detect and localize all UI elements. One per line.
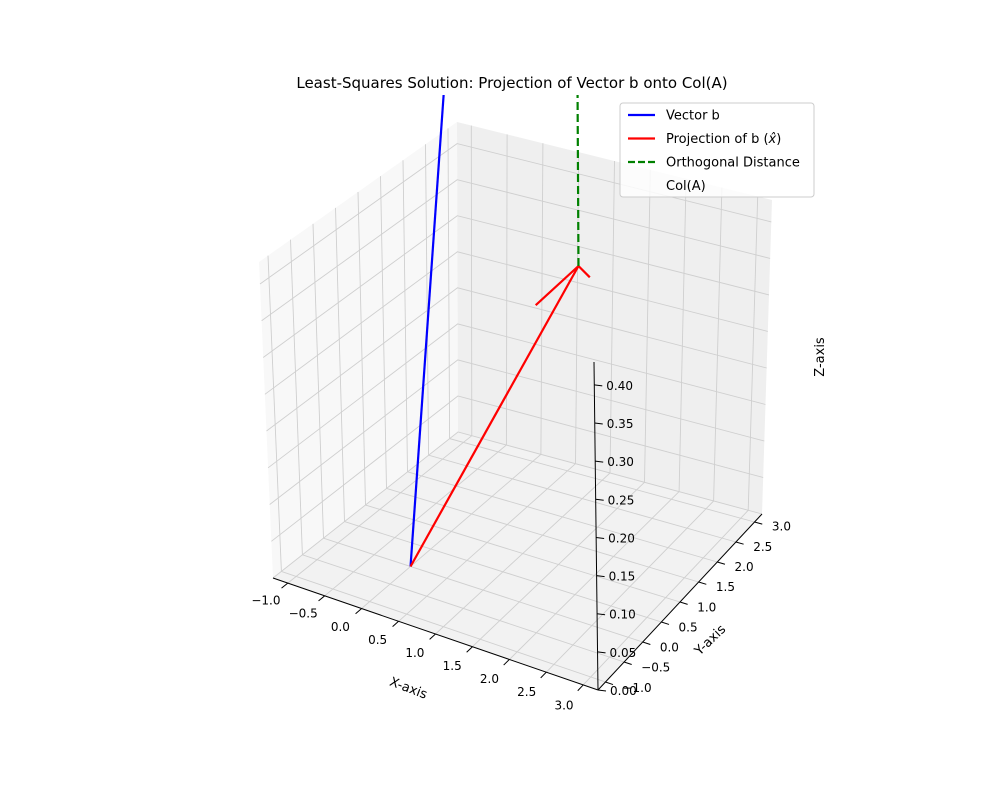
chart-title: Least-Squares Solution: Projection of Ve… <box>296 74 727 92</box>
y-tick-mark <box>642 641 651 645</box>
data-series <box>409 95 591 568</box>
y-tick-label: 1.5 <box>716 580 735 594</box>
x-tick-mark <box>466 646 473 653</box>
z-axis-line <box>593 361 599 691</box>
z-tick-label: 0.35 <box>607 417 634 431</box>
legend-entry-suffix: ) <box>776 132 781 147</box>
y-tick-mark <box>623 661 632 666</box>
legend-items: Vector b Projection of b (x̂) Orthogonal D… <box>628 109 800 194</box>
y-tick-label: 0.5 <box>679 620 698 634</box>
x-tick-label: 1.5 <box>443 659 462 673</box>
x-tick-label: 2.0 <box>480 672 499 686</box>
y-tick-label: 0.0 <box>660 641 679 655</box>
y-tick-label: 2.5 <box>753 540 772 554</box>
grid-lines <box>259 125 772 686</box>
z-tick-label: 0.05 <box>610 646 637 660</box>
legend: Vector b Projection of b (x̂) Orthogonal D… <box>619 102 815 198</box>
z-gridline <box>267 323 766 469</box>
x-tick-label: 1.0 <box>405 646 424 660</box>
x-tick-label: 2.5 <box>517 685 536 699</box>
y-tick-mark <box>698 581 707 585</box>
x-tick-label: 0.0 <box>331 620 350 634</box>
back-pane <box>457 122 772 514</box>
axis-panes <box>259 122 772 690</box>
series-line <box>409 265 580 568</box>
z-tick-mark <box>596 575 605 578</box>
z-tick-mark <box>595 460 604 463</box>
x-tick-label: −1.0 <box>251 594 280 608</box>
z-tick-label: 0.25 <box>608 493 635 507</box>
x-tick-mark <box>281 582 289 589</box>
z-gridline <box>269 359 765 505</box>
y-tick-mark <box>605 681 614 686</box>
z-axis-label: Z-axis <box>813 337 828 377</box>
x-tick-mark <box>318 595 326 602</box>
projection-arrow-head <box>534 264 591 307</box>
legend-frame <box>619 102 815 198</box>
z-tick-label: 0.10 <box>609 608 636 622</box>
z-gridline <box>266 287 767 432</box>
z-gridline <box>272 431 763 579</box>
z-gridline <box>271 395 764 542</box>
x-tick-mark <box>392 620 399 627</box>
z-gridline <box>262 215 770 358</box>
x-axis-label: X-axis <box>387 675 429 703</box>
legend-entry-label: Orthogonal Distance <box>666 156 800 171</box>
x-tick-label: −0.5 <box>289 607 318 621</box>
legend-entry-label: Col(A) <box>666 179 706 194</box>
z-tick-label: 0.40 <box>606 379 633 393</box>
z-tick-label: 0.15 <box>609 570 636 584</box>
z-tick-mark <box>597 689 607 692</box>
z-tick-label: 0.20 <box>608 531 635 545</box>
y-tick-mark <box>717 561 726 565</box>
y-tick-mark <box>754 521 763 525</box>
z-tick-mark <box>594 384 603 387</box>
left-pane <box>259 122 458 578</box>
x-tick-mark <box>577 684 584 692</box>
z-tick-label: 0.30 <box>607 455 634 469</box>
z-gridline <box>264 251 768 395</box>
y-tick-label: −1.0 <box>622 681 651 695</box>
y-tick-label: 2.0 <box>735 560 754 574</box>
y-tick-label: −0.5 <box>641 661 670 675</box>
z-tick-mark <box>594 422 603 425</box>
z-tick-mark <box>597 651 606 654</box>
tick-labels: −1.0−0.50.00.51.01.52.02.53.0−1.0−0.50.0… <box>251 379 791 712</box>
x-tick-label: 3.0 <box>554 698 573 712</box>
z-tick-mark <box>596 536 605 539</box>
x-tick-mark <box>503 659 510 666</box>
y-tick-mark <box>661 621 670 625</box>
y-tick-label: 3.0 <box>772 520 791 534</box>
series-line <box>409 95 445 567</box>
z-gridline <box>261 179 771 322</box>
y-tick-label: 1.0 <box>697 600 716 614</box>
z-tick-mark <box>595 498 604 501</box>
legend-entry-math: x̂ <box>768 132 777 147</box>
x-tick-mark <box>429 633 436 640</box>
y-tick-mark <box>735 541 744 545</box>
y-tick-mark <box>679 601 688 605</box>
legend-entry-label: Projection of b (x̂) <box>666 132 781 147</box>
x-tick-mark <box>540 671 547 679</box>
legend-entry-label: Vector b <box>666 109 720 124</box>
x-tick-mark <box>355 608 362 615</box>
z-tick-mark <box>597 613 606 616</box>
z-tick-label: 0.00 <box>610 684 637 698</box>
tick-marks <box>281 384 763 692</box>
x-tick-label: 0.5 <box>368 633 387 647</box>
